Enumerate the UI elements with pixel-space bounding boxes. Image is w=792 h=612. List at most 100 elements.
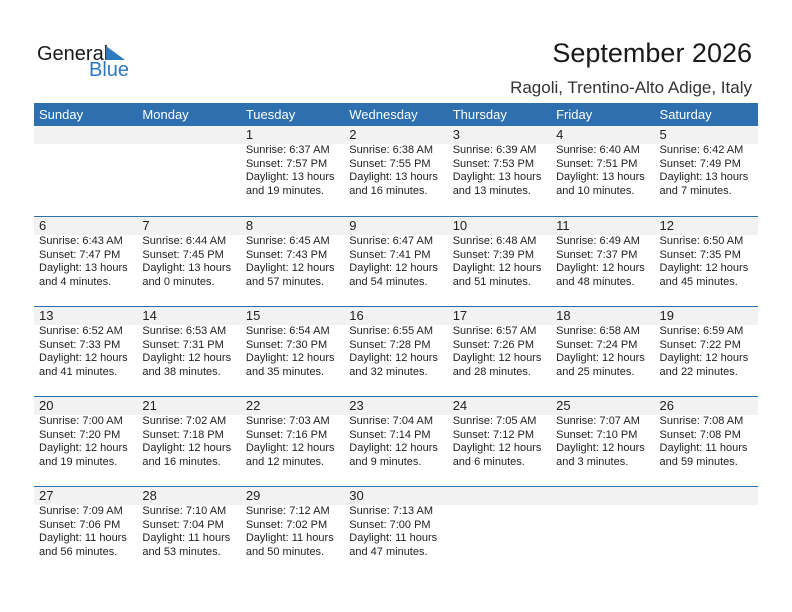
- sunrise-text: Sunrise: 6:49 AM: [556, 235, 640, 247]
- sunset-text: Sunset: 7:14 PM: [349, 428, 431, 441]
- sunrise-text: Sunrise: 7:03 AM: [245, 415, 330, 427]
- sunset-text: Sunset: 7:33 PM: [39, 338, 121, 351]
- day-cell: 29 Sunrise: 7:12 AM Sunset: 7:02 PM Dayligh…: [241, 487, 344, 559]
- day-cell: 3 Sunrise: 6:39 AM Sunset: 7:53 PM Daylight…: [448, 126, 551, 198]
- sunrise-text: Sunrise: 7:08 AM: [659, 415, 744, 427]
- sunset-text: Sunset: 7:39 PM: [452, 248, 535, 261]
- daylight-text: and 50 minutes.: [245, 545, 325, 558]
- daylight-text: Daylight: 13 hours: [452, 171, 542, 183]
- weekday-friday: Friday: [556, 107, 593, 122]
- week-row: 1 Sunrise: 6:37 AM Sunset: 7:57 PM Daylight…: [34, 126, 758, 216]
- day-number: 6: [39, 218, 47, 233]
- daylight-text: and 59 minutes.: [659, 455, 738, 468]
- daylight-text: and 48 minutes.: [556, 275, 635, 288]
- daylight-text: Daylight: 12 hours: [556, 442, 645, 454]
- week-row: 20 Sunrise: 7:00 AM Sunset: 7:20 PM Dayligh…: [34, 396, 758, 486]
- week-row: 13 Sunrise: 6:52 AM Sunset: 7:33 PM Dayligh…: [34, 306, 758, 396]
- daylight-text: Daylight: 12 hours: [452, 262, 542, 274]
- sunrise-text: Sunrise: 6:58 AM: [556, 325, 640, 337]
- day-cell: 1 Sunrise: 6:37 AM Sunset: 7:57 PM Daylight…: [241, 126, 344, 198]
- day-cell: 10 Sunrise: 6:48 AM Sunset: 7:39 PM Dayligh…: [448, 217, 551, 289]
- daylight-text: Daylight: 12 hours: [39, 352, 128, 364]
- daylight-text: and 54 minutes.: [349, 275, 428, 288]
- daylight-text: Daylight: 12 hours: [245, 262, 335, 274]
- daylight-text: and 9 minutes.: [349, 455, 422, 468]
- sunset-text: Sunset: 7:04 PM: [142, 518, 224, 531]
- sunset-text: Sunset: 7:16 PM: [245, 428, 328, 441]
- page-title: September 2026: [552, 38, 752, 68]
- daylight-text: Daylight: 12 hours: [349, 262, 438, 274]
- daylight-text: and 10 minutes.: [556, 184, 635, 197]
- sunset-text: Sunset: 7:51 PM: [556, 157, 638, 170]
- sunset-text: Sunset: 7:00 PM: [349, 518, 431, 531]
- daylight-text: and 0 minutes.: [142, 275, 215, 288]
- logo-blue: Blue: [89, 59, 130, 81]
- daylight-text: Daylight: 12 hours: [245, 352, 335, 364]
- day-cell: 11 Sunrise: 6:49 AM Sunset: 7:37 PM Dayligh…: [551, 217, 654, 289]
- sunrise-text: Sunrise: 7:02 AM: [142, 415, 227, 427]
- daylight-text: Daylight: 13 hours: [349, 171, 438, 183]
- sunrise-text: Sunrise: 6:53 AM: [142, 325, 227, 337]
- day-number: 22: [245, 398, 261, 413]
- sunrise-text: Sunrise: 7:13 AM: [349, 505, 434, 517]
- day-cell: 15 Sunrise: 6:54 AM Sunset: 7:30 PM Dayligh…: [241, 307, 344, 379]
- day-number: 14: [142, 308, 157, 323]
- daylight-text: and 41 minutes.: [39, 365, 118, 378]
- day-number: 8: [245, 218, 254, 233]
- logo-triangle-icon: [106, 46, 125, 60]
- daylight-text: Daylight: 12 hours: [452, 352, 542, 364]
- day-cell: 6 Sunrise: 6:43 AM Sunset: 7:47 PM Daylight…: [34, 217, 137, 289]
- daylight-text: Daylight: 11 hours: [142, 532, 231, 544]
- sunset-text: Sunset: 7:10 PM: [556, 428, 638, 441]
- day-number: 4: [556, 127, 564, 142]
- sunset-text: Sunset: 7:20 PM: [39, 428, 121, 441]
- weekday-sunday: Sunday: [39, 107, 84, 122]
- day-cell: 26 Sunrise: 7:08 AM Sunset: 7:08 PM Dayligh…: [655, 397, 758, 469]
- sunrise-text: Sunrise: 6:48 AM: [452, 235, 537, 247]
- sunset-text: Sunset: 7:43 PM: [245, 248, 328, 261]
- daylight-text: and 28 minutes.: [452, 365, 531, 378]
- day-number-band: [34, 126, 758, 144]
- daylight-text: Daylight: 12 hours: [349, 442, 438, 454]
- sunset-text: Sunset: 7:18 PM: [142, 428, 224, 441]
- day-cell: 28 Sunrise: 7:10 AM Sunset: 7:04 PM Dayligh…: [137, 487, 240, 559]
- sunrise-text: Sunrise: 6:47 AM: [349, 235, 434, 247]
- day-number: 30: [349, 488, 364, 503]
- day-cell: 21 Sunrise: 7:02 AM Sunset: 7:18 PM Dayligh…: [137, 397, 240, 469]
- daylight-text: Daylight: 12 hours: [556, 262, 645, 274]
- day-number: 18: [556, 308, 571, 323]
- day-number: 25: [556, 398, 571, 413]
- day-cell: 19 Sunrise: 6:59 AM Sunset: 7:22 PM Dayligh…: [655, 307, 758, 379]
- empty-day-cell: [137, 126, 240, 198]
- day-number: 2: [349, 127, 357, 142]
- daylight-text: and 47 minutes.: [349, 545, 428, 558]
- sunrise-text: Sunrise: 6:37 AM: [245, 144, 330, 156]
- sunset-text: Sunset: 7:30 PM: [245, 338, 328, 351]
- day-cell: 9 Sunrise: 6:47 AM Sunset: 7:41 PM Daylight…: [344, 217, 447, 289]
- day-number: 13: [39, 308, 54, 323]
- day-number: 11: [556, 218, 570, 233]
- daylight-text: and 32 minutes.: [349, 365, 428, 378]
- daylight-text: Daylight: 13 hours: [245, 171, 335, 183]
- sunset-text: Sunset: 7:57 PM: [245, 157, 328, 170]
- sunset-text: Sunset: 7:47 PM: [39, 248, 121, 261]
- weekday-wednesday: Wednesday: [349, 107, 418, 122]
- daylight-text: and 3 minutes.: [556, 455, 629, 468]
- daylight-text: and 7 minutes.: [659, 184, 732, 197]
- sunset-text: Sunset: 7:28 PM: [349, 338, 431, 351]
- day-number-band: [34, 487, 758, 505]
- day-number: 29: [245, 488, 261, 503]
- calendar-grid: Sunday Monday Tuesday Wednesday Thursday Frid…: [34, 103, 758, 576]
- sunset-text: Sunset: 7:02 PM: [245, 518, 328, 531]
- sunrise-text: Sunrise: 6:38 AM: [349, 144, 434, 156]
- daylight-text: Daylight: 12 hours: [452, 442, 542, 454]
- sunrise-text: Sunrise: 6:43 AM: [39, 235, 123, 247]
- sunset-text: Sunset: 7:49 PM: [659, 157, 741, 170]
- logo-general: General: [37, 43, 109, 65]
- daylight-text: and 22 minutes.: [659, 365, 738, 378]
- sunrise-text: Sunrise: 6:55 AM: [349, 325, 434, 337]
- daylight-text: Daylight: 13 hours: [39, 262, 128, 274]
- day-number: 10: [452, 218, 468, 233]
- daylight-text: Daylight: 12 hours: [659, 352, 749, 364]
